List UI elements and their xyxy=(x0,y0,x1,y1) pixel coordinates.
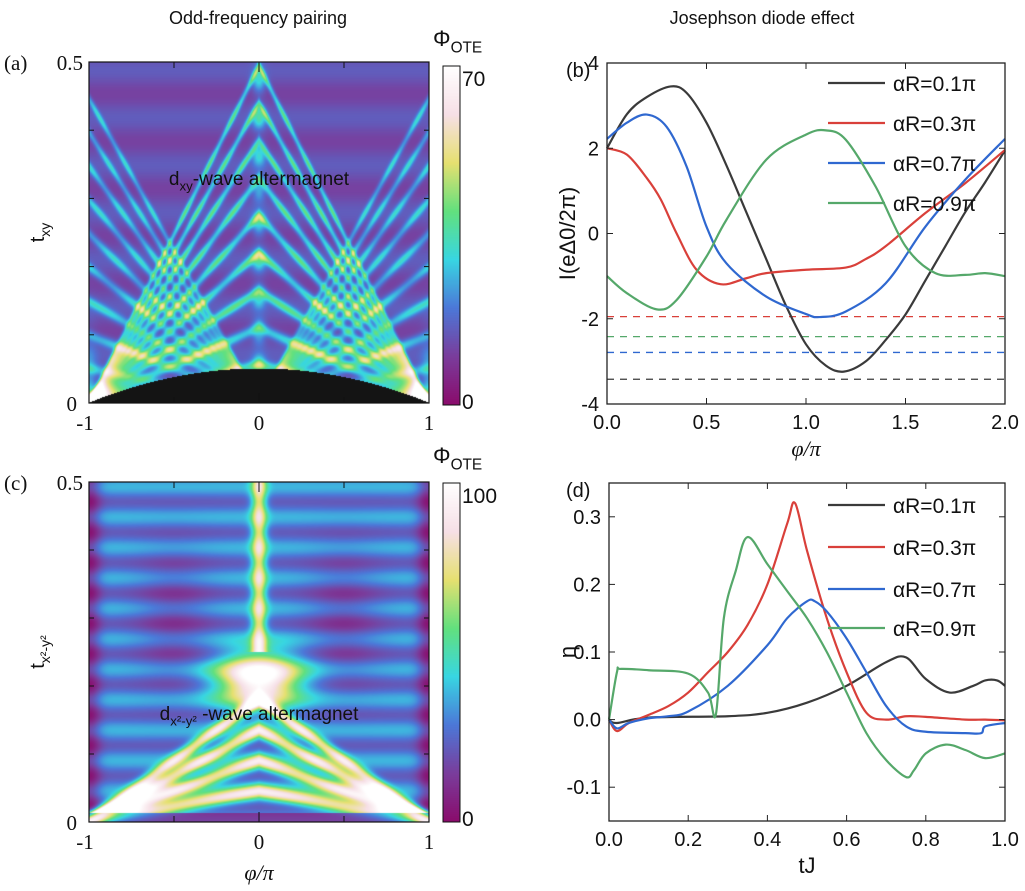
y-axis-label: tx²-y² xyxy=(27,635,53,669)
legend-label: αR=0.7π xyxy=(893,579,976,602)
x-axis-label: φ/π xyxy=(791,436,821,461)
annotation-rest: -wave altermagnet xyxy=(197,704,359,725)
annotation-sub: x²-y² xyxy=(170,714,197,729)
y-axis-label: I(eΔ0/2π) xyxy=(555,187,580,280)
annotation-main: d xyxy=(169,169,180,190)
y-tick-label: 0.5 xyxy=(57,471,83,495)
colorbar-label: ΦOTE xyxy=(433,26,482,57)
x-tick-label: 1 xyxy=(424,830,435,854)
colorbar-max: 70 xyxy=(462,68,485,91)
y-tick-label: 0.5 xyxy=(57,51,83,75)
annotation-sub: xy xyxy=(179,178,193,193)
series-line-2 xyxy=(606,113,1006,319)
colorbar-min: 0 xyxy=(462,391,474,414)
y-axis-label: txy xyxy=(27,223,53,243)
right-column-title: Josephson diode effect xyxy=(670,8,855,28)
x-tick-label: 0.2 xyxy=(674,829,702,851)
heatmap-a xyxy=(89,62,429,403)
x-tick-label: -1 xyxy=(76,830,94,854)
annotation: dx²-y² -wave altermagnet xyxy=(160,704,359,729)
colorbar-label-sub: OTE xyxy=(451,40,483,57)
colorbar-frame xyxy=(442,65,461,406)
y-tick-label: 0.0 xyxy=(573,710,601,732)
y-axis-label-main: t xyxy=(27,236,49,242)
series-line-1 xyxy=(608,501,1006,733)
colorbar-label: ΦOTE xyxy=(433,443,482,474)
plot-frame xyxy=(88,481,430,823)
plot-frame xyxy=(88,61,430,404)
series-line-2 xyxy=(608,598,1006,735)
x-tick-label: -1 xyxy=(76,411,94,435)
y-tick-label: 2 xyxy=(588,138,599,160)
x-tick-label: 1 xyxy=(424,411,435,435)
colorbar-c xyxy=(443,483,460,822)
legend-label: αR=0.3π xyxy=(893,537,976,560)
series-line-0 xyxy=(608,655,1006,725)
colorbar-a xyxy=(443,66,460,405)
heatmap-c xyxy=(89,482,429,822)
colorbar-min: 0 xyxy=(462,808,474,831)
annotation-rest: -wave altermagnet xyxy=(193,169,350,190)
y-axis-label-sub: x²-y² xyxy=(37,635,53,663)
series-line-3 xyxy=(606,128,1006,311)
panel-label: (a) xyxy=(4,51,27,75)
colorbar-label-main: Φ xyxy=(433,26,451,51)
panel-d: αR=0.1π αR=0.3π αR=0.7π αR=0.9π (d) 0.0 0.2 0.4… xyxy=(555,480,1019,878)
colorbar-frame xyxy=(442,482,461,823)
series-line-3 xyxy=(607,536,1006,779)
y-axis-label-main: t xyxy=(27,663,49,669)
series-line-1 xyxy=(606,147,1006,286)
x-tick-label: 0.4 xyxy=(753,829,781,851)
y-tick-label: -2 xyxy=(581,309,599,331)
plot-frame xyxy=(608,482,1006,822)
legend-label: αR=0.9π xyxy=(893,193,976,216)
y-tick-label: 0 xyxy=(67,392,78,416)
series-line-0 xyxy=(606,85,1006,373)
x-tick-label: 1.5 xyxy=(892,412,920,434)
colorbar-max: 100 xyxy=(462,485,497,508)
legend-label: αR=0.3π xyxy=(893,113,976,136)
x-tick-label: 0 xyxy=(254,830,265,854)
x-tick-label: 0.8 xyxy=(912,829,940,851)
annotation: dxy-wave altermagnet xyxy=(169,169,350,194)
panel-b: αR=0.1π αR=0.3π αR=0.7π αR=0.9π (b) 0.0 0.5 1.0… xyxy=(555,53,1019,461)
y-axis-label: η xyxy=(555,646,580,658)
x-tick-label: 2.0 xyxy=(991,412,1019,434)
y-tick-label: -4 xyxy=(581,394,599,416)
x-axis-label: φ/π xyxy=(244,860,274,885)
legend-label: αR=0.1π xyxy=(893,73,976,96)
y-axis-label-sub: xy xyxy=(37,223,53,237)
legend-label: αR=0.9π xyxy=(893,618,976,641)
panel-label: (c) xyxy=(4,471,27,495)
legend-label: αR=0.1π xyxy=(893,495,976,518)
panel-label: (b) xyxy=(566,60,590,82)
x-axis-label: tJ xyxy=(798,853,815,878)
y-tick-label: 0.3 xyxy=(573,507,601,529)
x-tick-label: 0.5 xyxy=(693,412,721,434)
panel-label: (d) xyxy=(566,480,590,502)
left-column-title: Odd-frequency pairing xyxy=(169,8,347,28)
x-tick-label: 0.0 xyxy=(595,829,623,851)
y-tick-label: 4 xyxy=(588,53,599,75)
y-tick-label: 0 xyxy=(67,811,78,835)
x-tick-label: 0.6 xyxy=(833,829,861,851)
y-tick-label: 0.1 xyxy=(573,642,601,664)
colorbar-label-sub: OTE xyxy=(451,457,483,474)
legend-label: αR=0.7π xyxy=(893,153,976,176)
x-tick-label: 0.0 xyxy=(593,412,621,434)
x-tick-label: 1.0 xyxy=(991,829,1019,851)
y-tick-label: 0 xyxy=(588,224,599,246)
x-tick-label: 0 xyxy=(254,411,265,435)
y-tick-label: 0.2 xyxy=(573,574,601,596)
colorbar-label-main: Φ xyxy=(433,443,451,468)
annotation-main: d xyxy=(160,704,171,725)
x-tick-label: 1.0 xyxy=(792,412,820,434)
y-tick-label: -0.1 xyxy=(567,777,601,799)
